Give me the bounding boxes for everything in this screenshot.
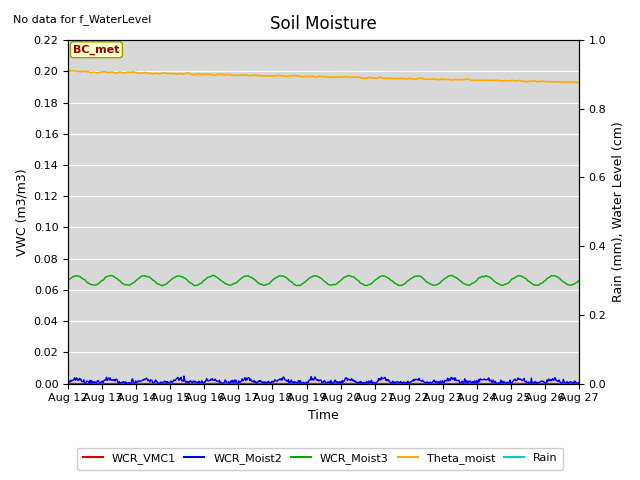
WCR_Moist3: [179, 275, 187, 280]
Legend: WCR_VMC1, WCR_Moist2, WCR_Moist3, Theta_moist, Rain: WCR_VMC1, WCR_Moist2, WCR_Moist3, Theta_…: [77, 448, 563, 469]
WCR_Moist2: [64, 381, 72, 386]
X-axis label: Time: Time: [308, 409, 339, 422]
Y-axis label: VWC (m3/m3): VWC (m3/m3): [15, 168, 28, 256]
WCR_Moist2: [386, 379, 394, 385]
WCR_Moist2: [205, 378, 213, 384]
Line: WCR_VMC1: WCR_VMC1: [68, 383, 579, 384]
WCR_VMC1: [126, 381, 134, 386]
Theta_moist: [205, 72, 213, 77]
Rain: [126, 381, 134, 386]
Theta_moist: [575, 80, 583, 85]
WCR_VMC1: [386, 380, 394, 386]
WCR_Moist3: [127, 281, 134, 287]
WCR_VMC1: [64, 381, 72, 386]
Rain: [575, 381, 583, 386]
Rain: [178, 381, 186, 386]
Theta_moist: [179, 71, 186, 77]
WCR_Moist2: [425, 381, 433, 386]
Line: Theta_moist: Theta_moist: [68, 71, 579, 83]
WCR_VMC1: [74, 381, 81, 386]
WCR_Moist2: [180, 373, 188, 379]
Theta_moist: [68, 68, 76, 73]
WCR_VMC1: [205, 381, 213, 386]
Rain: [205, 381, 212, 386]
WCR_VMC1: [178, 380, 186, 386]
WCR_Moist3: [207, 274, 214, 279]
Theta_moist: [64, 69, 72, 74]
Y-axis label: Rain (mm), Water Level (cm): Rain (mm), Water Level (cm): [612, 121, 625, 302]
WCR_Moist3: [74, 273, 81, 279]
Line: WCR_Moist3: WCR_Moist3: [68, 276, 579, 286]
Theta_moist: [386, 75, 394, 81]
Text: BC_met: BC_met: [73, 45, 120, 55]
Rain: [64, 381, 72, 386]
WCR_Moist3: [402, 280, 410, 286]
WCR_VMC1: [196, 380, 204, 386]
Text: No data for f_WaterLevel: No data for f_WaterLevel: [13, 14, 151, 25]
WCR_Moist2: [74, 377, 81, 383]
Theta_moist: [401, 76, 409, 82]
WCR_Moist3: [387, 277, 394, 283]
WCR_Moist2: [575, 380, 583, 385]
WCR_Moist3: [575, 277, 583, 283]
Theta_moist: [74, 69, 82, 74]
WCR_VMC1: [457, 381, 465, 386]
WCR_VMC1: [575, 381, 583, 386]
WCR_Moist2: [126, 380, 134, 386]
WCR_Moist3: [158, 283, 166, 288]
Line: WCR_Moist2: WCR_Moist2: [68, 376, 579, 384]
WCR_Moist3: [107, 273, 115, 278]
WCR_Moist2: [178, 378, 186, 384]
Theta_moist: [127, 70, 134, 75]
WCR_Moist2: [401, 380, 409, 385]
WCR_VMC1: [401, 381, 409, 386]
Title: Soil Moisture: Soil Moisture: [270, 15, 377, 33]
Rain: [385, 381, 393, 386]
WCR_Moist3: [64, 277, 72, 283]
Rain: [401, 381, 408, 386]
Rain: [74, 381, 81, 386]
